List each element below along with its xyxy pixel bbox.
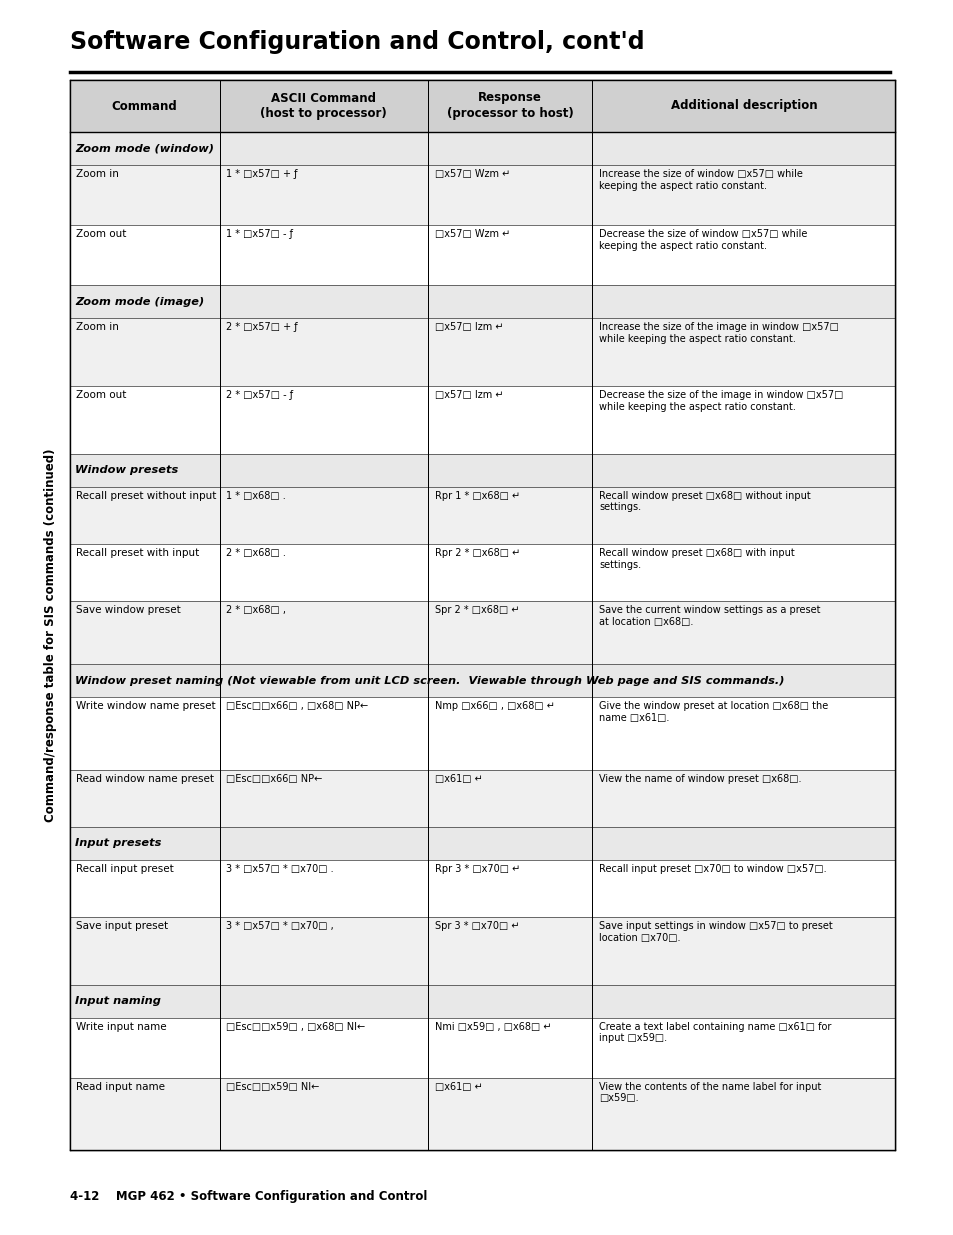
Text: Zoom out: Zoom out [76, 390, 127, 400]
Text: Save window preset: Save window preset [76, 605, 181, 615]
Text: ASCII Command: ASCII Command [271, 91, 375, 105]
Text: View the name of window preset □x68□.: View the name of window preset □x68□. [598, 773, 801, 783]
Bar [70, 80, 895, 1150]
Text: View the contents of the name label for input
□x59□.: View the contents of the name label for … [598, 1082, 821, 1103]
Text: Zoom mode (window): Zoom mode (window) [75, 143, 214, 153]
Text: Rpr 3 * □x70□ ↵: Rpr 3 * □x70□ ↵ [435, 863, 519, 874]
Text: Recall window preset □x68□ without input
settings.: Recall window preset □x68□ without input… [598, 490, 810, 513]
Bar [70, 826, 895, 860]
Text: □x57□ Wzm ↵: □x57□ Wzm ↵ [435, 169, 509, 179]
Text: Decrease the size of the image in window □x57□
while keeping the aspect ratio co: Decrease the size of the image in window… [598, 390, 842, 411]
Text: Window presets: Window presets [75, 466, 178, 475]
Bar [70, 769, 895, 826]
Bar [70, 319, 895, 387]
Bar [70, 487, 895, 543]
Bar [70, 916, 895, 984]
Text: Software Configuration and Control, cont'd: Software Configuration and Control, cont… [70, 30, 643, 54]
Bar [70, 453, 895, 487]
Bar [70, 984, 895, 1018]
Text: Rpr 2 * □x68□ ↵: Rpr 2 * □x68□ ↵ [435, 548, 519, 558]
Text: □Esc□□x59□ NI←: □Esc□□x59□ NI← [226, 1082, 319, 1092]
Text: 1 * □x57□ + ƒ: 1 * □x57□ + ƒ [226, 169, 297, 179]
Text: Command/response table for SIS commands (continued): Command/response table for SIS commands … [44, 448, 57, 821]
Text: 3 * □x57□ * □x70□ .: 3 * □x57□ * □x70□ . [226, 863, 334, 874]
Text: Recall preset without input: Recall preset without input [76, 490, 216, 501]
Text: Recall input preset: Recall input preset [76, 863, 174, 874]
Bar [70, 165, 895, 225]
Text: Spr 3 * □x70□ ↵: Spr 3 * □x70□ ↵ [435, 921, 518, 931]
Text: Decrease the size of window □x57□ while
keeping the aspect ratio constant.: Decrease the size of window □x57□ while … [598, 230, 806, 251]
Bar [70, 1078, 895, 1150]
Text: □Esc□□x66□ , □x68□ NP←: □Esc□□x66□ , □x68□ NP← [226, 701, 368, 711]
Text: Create a text label containing name □x61□ for
input □x59□.: Create a text label containing name □x61… [598, 1021, 831, 1044]
Text: □x57□ Wzm ↵: □x57□ Wzm ↵ [435, 230, 509, 240]
Text: 2 * □x68□ ,: 2 * □x68□ , [226, 605, 286, 615]
Text: Nmi □x59□ , □x68□ ↵: Nmi □x59□ , □x68□ ↵ [435, 1021, 551, 1031]
Text: Nmp □x66□ , □x68□ ↵: Nmp □x66□ , □x68□ ↵ [435, 701, 554, 711]
Text: (host to processor): (host to processor) [260, 107, 387, 121]
Text: Input naming: Input naming [75, 997, 161, 1007]
Text: Save input preset: Save input preset [76, 921, 169, 931]
Text: Recall input preset □x70□ to window □x57□.: Recall input preset □x70□ to window □x57… [598, 863, 826, 874]
Text: Read window name preset: Read window name preset [76, 773, 214, 783]
Text: □x57□ Izm ↵: □x57□ Izm ↵ [435, 322, 502, 332]
Text: Increase the size of the image in window □x57□
while keeping the aspect ratio co: Increase the size of the image in window… [598, 322, 838, 345]
Text: 3 * □x57□ * □x70□ ,: 3 * □x57□ * □x70□ , [226, 921, 334, 931]
Bar [70, 285, 895, 319]
Text: Spr 2 * □x68□ ↵: Spr 2 * □x68□ ↵ [435, 605, 518, 615]
Text: Zoom in: Zoom in [76, 322, 119, 332]
Bar [70, 132, 895, 165]
Bar [70, 664, 895, 698]
Text: Write input name: Write input name [76, 1021, 167, 1031]
Text: Command: Command [112, 100, 177, 112]
Text: Additional description: Additional description [670, 100, 817, 112]
Text: Increase the size of window □x57□ while
keeping the aspect ratio constant.: Increase the size of window □x57□ while … [598, 169, 802, 190]
Text: Input presets: Input presets [75, 839, 162, 848]
Bar [70, 698, 895, 769]
Text: (processor to host): (processor to host) [446, 107, 573, 121]
Bar [70, 860, 895, 916]
Text: 2 * □x57□ + ƒ: 2 * □x57□ + ƒ [226, 322, 297, 332]
Text: Zoom out: Zoom out [76, 230, 127, 240]
Text: □Esc□□x66□ NP←: □Esc□□x66□ NP← [226, 773, 322, 783]
Text: 1 * □x57□ - ƒ: 1 * □x57□ - ƒ [226, 230, 294, 240]
Text: Save input settings in window □x57□ to preset
location □x70□.: Save input settings in window □x57□ to p… [598, 921, 832, 942]
Text: 2 * □x57□ - ƒ: 2 * □x57□ - ƒ [226, 390, 294, 400]
Text: □x61□ ↵: □x61□ ↵ [435, 1082, 482, 1092]
Text: Read input name: Read input name [76, 1082, 165, 1092]
Text: □x57□ Izm ↵: □x57□ Izm ↵ [435, 390, 502, 400]
Text: Save the current window settings as a preset
at location □x68□.: Save the current window settings as a pr… [598, 605, 820, 626]
Text: □Esc□□x59□ , □x68□ NI←: □Esc□□x59□ , □x68□ NI← [226, 1021, 365, 1031]
Text: Recall window preset □x68□ with input
settings.: Recall window preset □x68□ with input se… [598, 548, 794, 569]
Text: □x61□ ↵: □x61□ ↵ [435, 773, 482, 783]
Text: 2 * □x68□ .: 2 * □x68□ . [226, 548, 286, 558]
Text: Give the window preset at location □x68□ the
name □x61□.: Give the window preset at location □x68□… [598, 701, 827, 722]
Bar [70, 225, 895, 285]
Bar [70, 80, 895, 132]
Text: 4-12    MGP 462 • Software Configuration and Control: 4-12 MGP 462 • Software Configuration an… [70, 1191, 427, 1203]
Text: Recall preset with input: Recall preset with input [76, 548, 199, 558]
Text: Response: Response [477, 91, 541, 105]
Bar [70, 601, 895, 664]
Bar [70, 543, 895, 601]
Bar [70, 387, 895, 453]
Text: Zoom in: Zoom in [76, 169, 119, 179]
Text: 1 * □x68□ .: 1 * □x68□ . [226, 490, 286, 501]
Text: Rpr 1 * □x68□ ↵: Rpr 1 * □x68□ ↵ [435, 490, 519, 501]
Text: Write window name preset: Write window name preset [76, 701, 216, 711]
Bar [70, 1018, 895, 1078]
Text: Zoom mode (image): Zoom mode (image) [75, 296, 205, 308]
Text: Window preset naming (Not viewable from unit LCD screen.  Viewable through Web p: Window preset naming (Not viewable from … [75, 676, 784, 685]
